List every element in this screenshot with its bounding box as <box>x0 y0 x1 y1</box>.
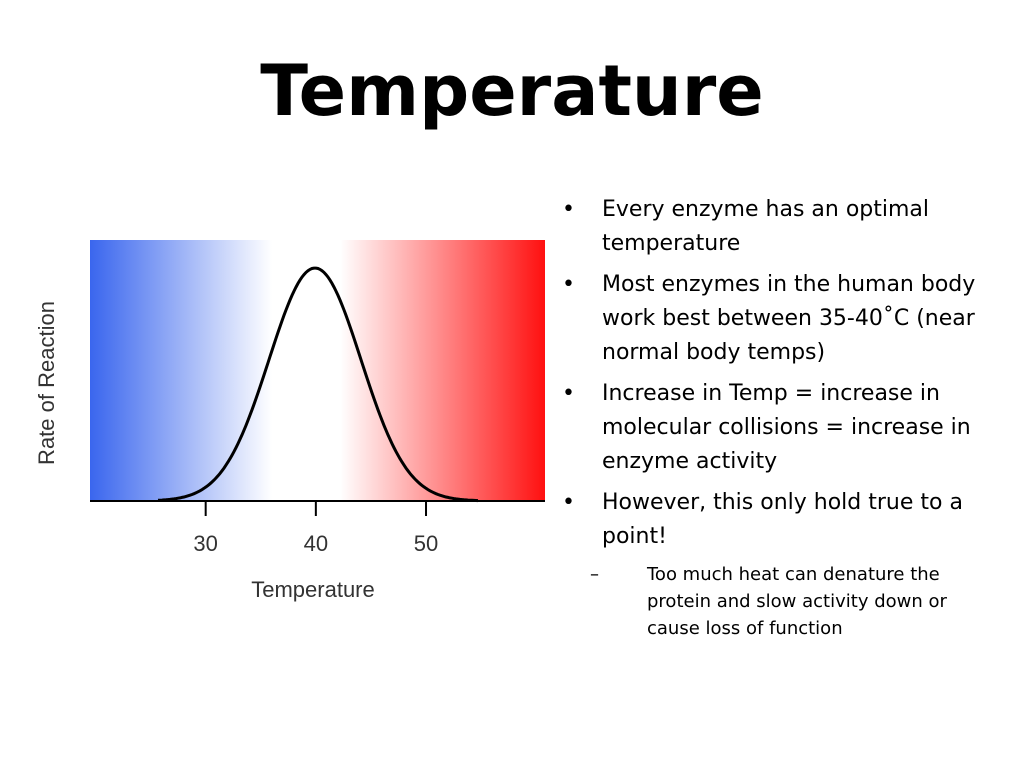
chart: Temperature Rate of Reaction 30 40 50 <box>34 240 545 602</box>
bullet: Every enzyme has an optimal temperature <box>560 193 990 261</box>
bullet: Most enzymes in the human body work best… <box>560 268 990 370</box>
bullet-text: Most enzymes in the human body work best… <box>602 272 976 365</box>
y-axis-label: Rate of Reaction <box>34 301 59 465</box>
x-axis-label: Temperature <box>251 577 375 602</box>
x-tick-label: 50 <box>414 531 438 556</box>
slide-title: Temperature <box>260 50 764 132</box>
x-tick-label: 40 <box>304 531 328 556</box>
bullet-text: However, this only hold true to a point! <box>602 490 963 549</box>
bullet-list: Every enzyme has an optimal temperature M… <box>560 193 990 642</box>
bullet: Increase in Temp = increase in molecular… <box>560 377 990 479</box>
temperature-gradient <box>90 240 545 500</box>
rate-curve <box>157 266 479 503</box>
sub-bullet: Too much heat can denature the protein a… <box>560 561 990 642</box>
bullet: However, this only hold true to a point! <box>560 486 990 554</box>
x-tick-label: 30 <box>193 531 217 556</box>
sub-bullet-text: Too much heat can denature the protein a… <box>647 564 947 639</box>
bullet-text: Every enzyme has an optimal temperature <box>602 197 930 256</box>
bullet-text: Increase in Temp = increase in molecular… <box>602 381 971 474</box>
